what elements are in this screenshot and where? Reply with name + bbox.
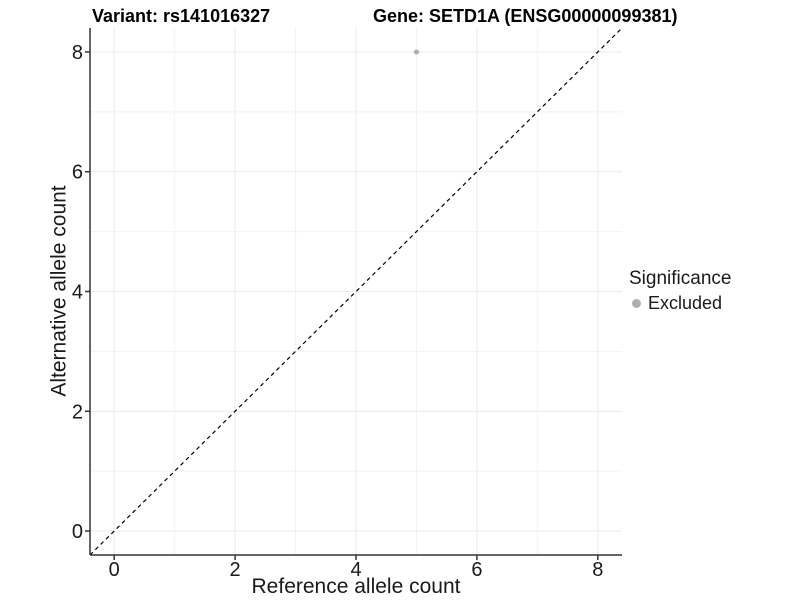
legend: Significance Excluded [629,268,732,314]
legend-item-label: Excluded [648,292,723,313]
plot-title-variant: Variant: rs141016327 [92,6,271,26]
identity-dashed-line [89,27,623,556]
excluded-point-icon [632,299,641,309]
legend-item-excluded: Excluded [629,292,731,314]
y-tick-label: 0 [72,521,83,543]
x-tick-label: 0 [109,559,120,581]
x-tick-label: 4 [350,559,361,581]
data-point [413,49,420,55]
legend-title: Significance [629,268,732,289]
x-tick-label: 8 [592,559,603,581]
y-tick-label: 6 [72,162,83,184]
y-tick-label: 2 [72,401,83,423]
plot-title-gene: Gene: SETD1A (ENSG00000099381) [373,6,678,26]
x-tick-label: 2 [230,559,241,581]
x-axis-label: Reference allele count [251,575,461,598]
y-tick-label: 4 [72,282,83,304]
y-axis-label: Alternative allele count [47,185,71,397]
y-tick-label: 8 [72,42,83,64]
x-tick-label: 6 [471,559,482,581]
